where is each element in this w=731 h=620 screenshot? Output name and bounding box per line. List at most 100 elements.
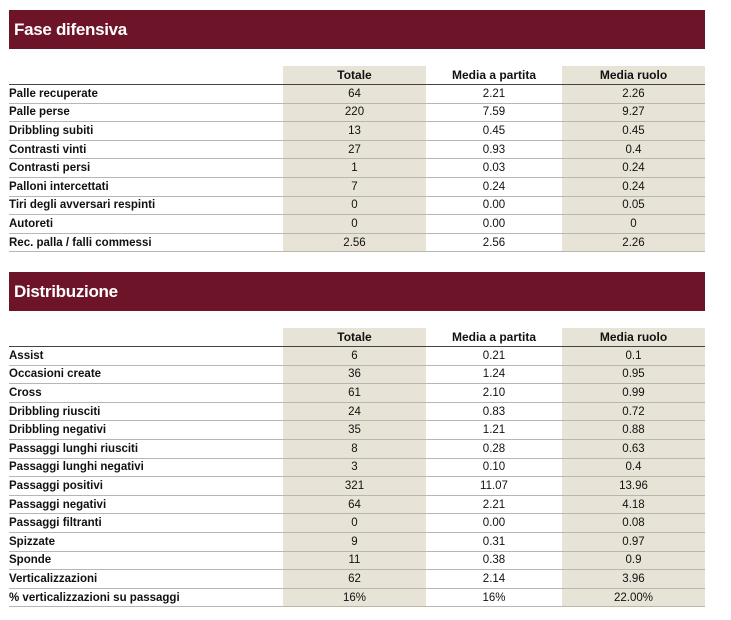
- stat-totale: 321: [283, 476, 426, 496]
- stat-media-ruolo: 0.72: [562, 401, 705, 421]
- stat-media-partita: 2.14: [426, 569, 562, 589]
- stat-media-ruolo: 0.4: [562, 139, 705, 159]
- stat-media-ruolo: 4.18: [562, 494, 705, 514]
- table-row: Passaggi lunghi riusciti 8 0.28 0.63: [9, 438, 705, 459]
- section-distribuzione: Distribuzione Totale Media a partita Med…: [9, 272, 705, 608]
- stat-media-partita: 0.03: [426, 158, 562, 178]
- column-header-totale: Totale: [283, 328, 426, 347]
- stat-media-partita: 0.31: [426, 531, 562, 552]
- stat-label: Palle perse: [9, 102, 283, 122]
- stat-totale: 36: [283, 364, 426, 384]
- stat-media-partita: 0.00: [426, 513, 562, 533]
- stat-media-partita: 2.56: [426, 232, 562, 253]
- table-row: Autoreti 0 0.00 0: [9, 214, 705, 234]
- table-row: Contrasti vinti 27 0.93 0.4: [9, 139, 705, 159]
- stat-label: Dribbling subiti: [9, 121, 283, 141]
- table-row: Cross 61 2.10 0.99: [9, 383, 705, 403]
- stat-media-partita: 11.07: [426, 476, 562, 496]
- stat-media-ruolo: 0.63: [562, 438, 705, 459]
- stat-label: Contrasti persi: [9, 158, 283, 178]
- stats-table: Totale Media a partita Media ruolo Palle…: [9, 66, 705, 253]
- stats-table: Totale Media a partita Media ruolo Assis…: [9, 328, 705, 608]
- stat-totale: 35: [283, 420, 426, 440]
- stat-media-partita: 16%: [426, 587, 562, 608]
- table-row: Dribbling riusciti 24 0.83 0.72: [9, 401, 705, 421]
- stat-media-ruolo: 0.99: [562, 383, 705, 403]
- stat-media-partita: 1.21: [426, 420, 562, 440]
- stat-label: Passaggi positivi: [9, 476, 283, 496]
- stat-media-partita: 0.45: [426, 121, 562, 141]
- section-title: Fase difensiva: [9, 10, 705, 49]
- stat-label: Dribbling negativi: [9, 420, 283, 440]
- stat-media-ruolo: 0.05: [562, 195, 705, 215]
- stat-media-ruolo: 0.45: [562, 121, 705, 141]
- stat-label: Assist: [9, 346, 283, 366]
- column-header-media-partita: Media a partita: [426, 328, 562, 347]
- stat-media-ruolo: 0.9: [562, 550, 705, 570]
- stat-media-partita: 0.10: [426, 457, 562, 477]
- column-header-empty: [9, 328, 283, 347]
- section-fase-difensiva: Fase difensiva Totale Media a partita Me…: [9, 10, 705, 253]
- table-row: Dribbling negativi 35 1.21 0.88: [9, 420, 705, 440]
- stat-totale: 0: [283, 195, 426, 215]
- stat-totale: 220: [283, 102, 426, 122]
- table-row: Occasioni create 36 1.24 0.95: [9, 364, 705, 384]
- stat-media-partita: 0.93: [426, 139, 562, 159]
- stat-label: Passaggi lunghi riusciti: [9, 438, 283, 459]
- stat-totale: 0: [283, 214, 426, 234]
- stat-label: Passaggi lunghi negativi: [9, 457, 283, 477]
- stat-totale: 8: [283, 438, 426, 459]
- table-row: Passaggi positivi 321 11.07 13.96: [9, 476, 705, 496]
- stat-label: Contrasti vinti: [9, 139, 283, 159]
- table-row: Dribbling subiti 13 0.45 0.45: [9, 121, 705, 141]
- stat-totale: 64: [283, 494, 426, 514]
- stat-label: Autoreti: [9, 214, 283, 234]
- table-row: Passaggi negativi 64 2.21 4.18: [9, 494, 705, 514]
- stat-media-partita: 1.24: [426, 364, 562, 384]
- stat-label: Dribbling riusciti: [9, 401, 283, 421]
- stat-totale: 7: [283, 176, 426, 197]
- stat-totale: 11: [283, 550, 426, 570]
- table-row: Spizzate 9 0.31 0.97: [9, 531, 705, 552]
- column-header-media-partita: Media a partita: [426, 66, 562, 85]
- stat-media-partita: 2.21: [426, 494, 562, 514]
- stat-media-ruolo: 0.24: [562, 176, 705, 197]
- stat-totale: 61: [283, 383, 426, 403]
- stat-label: Tiri degli avversari respinti: [9, 195, 283, 215]
- stat-media-partita: 0.00: [426, 195, 562, 215]
- stat-label: Verticalizzazioni: [9, 569, 283, 589]
- stat-media-ruolo: 0.88: [562, 420, 705, 440]
- table-row: Palle perse 220 7.59 9.27: [9, 102, 705, 122]
- stat-label: Cross: [9, 383, 283, 403]
- table-row: Palle recuperate 64 2.21 2.26: [9, 84, 705, 104]
- stat-media-ruolo: 0.08: [562, 513, 705, 533]
- stat-media-ruolo: 0.24: [562, 158, 705, 178]
- table-row: Sponde 11 0.38 0.9: [9, 550, 705, 570]
- column-header-empty: [9, 66, 283, 85]
- column-header-media-ruolo: Media ruolo: [562, 66, 705, 85]
- stat-label: % verticalizzazioni su passaggi: [9, 587, 283, 608]
- table-row: Verticalizzazioni 62 2.14 3.96: [9, 569, 705, 589]
- stat-totale: 16%: [283, 587, 426, 608]
- stat-label: Rec. palla / falli commessi: [9, 232, 283, 253]
- stat-media-ruolo: 0.1: [562, 346, 705, 366]
- stat-media-partita: 0.21: [426, 346, 562, 366]
- stat-media-ruolo: 3.96: [562, 569, 705, 589]
- stat-totale: 6: [283, 346, 426, 366]
- stat-media-ruolo: 0.4: [562, 457, 705, 477]
- stat-label: Passaggi filtranti: [9, 513, 283, 533]
- stat-media-ruolo: 2.26: [562, 84, 705, 104]
- stat-totale: 2.56: [283, 232, 426, 253]
- table-row: Contrasti persi 1 0.03 0.24: [9, 158, 705, 178]
- stat-totale: 1: [283, 158, 426, 178]
- stat-media-partita: 0.38: [426, 550, 562, 570]
- stat-media-ruolo: 13.96: [562, 476, 705, 496]
- stat-media-partita: 0.00: [426, 214, 562, 234]
- stat-label: Spizzate: [9, 531, 283, 552]
- stat-totale: 9: [283, 531, 426, 552]
- stat-media-ruolo: 0.95: [562, 364, 705, 384]
- stat-label: Passaggi negativi: [9, 494, 283, 514]
- column-header-media-ruolo: Media ruolo: [562, 328, 705, 347]
- stat-label: Palloni intercettati: [9, 176, 283, 197]
- stat-media-partita: 2.21: [426, 84, 562, 104]
